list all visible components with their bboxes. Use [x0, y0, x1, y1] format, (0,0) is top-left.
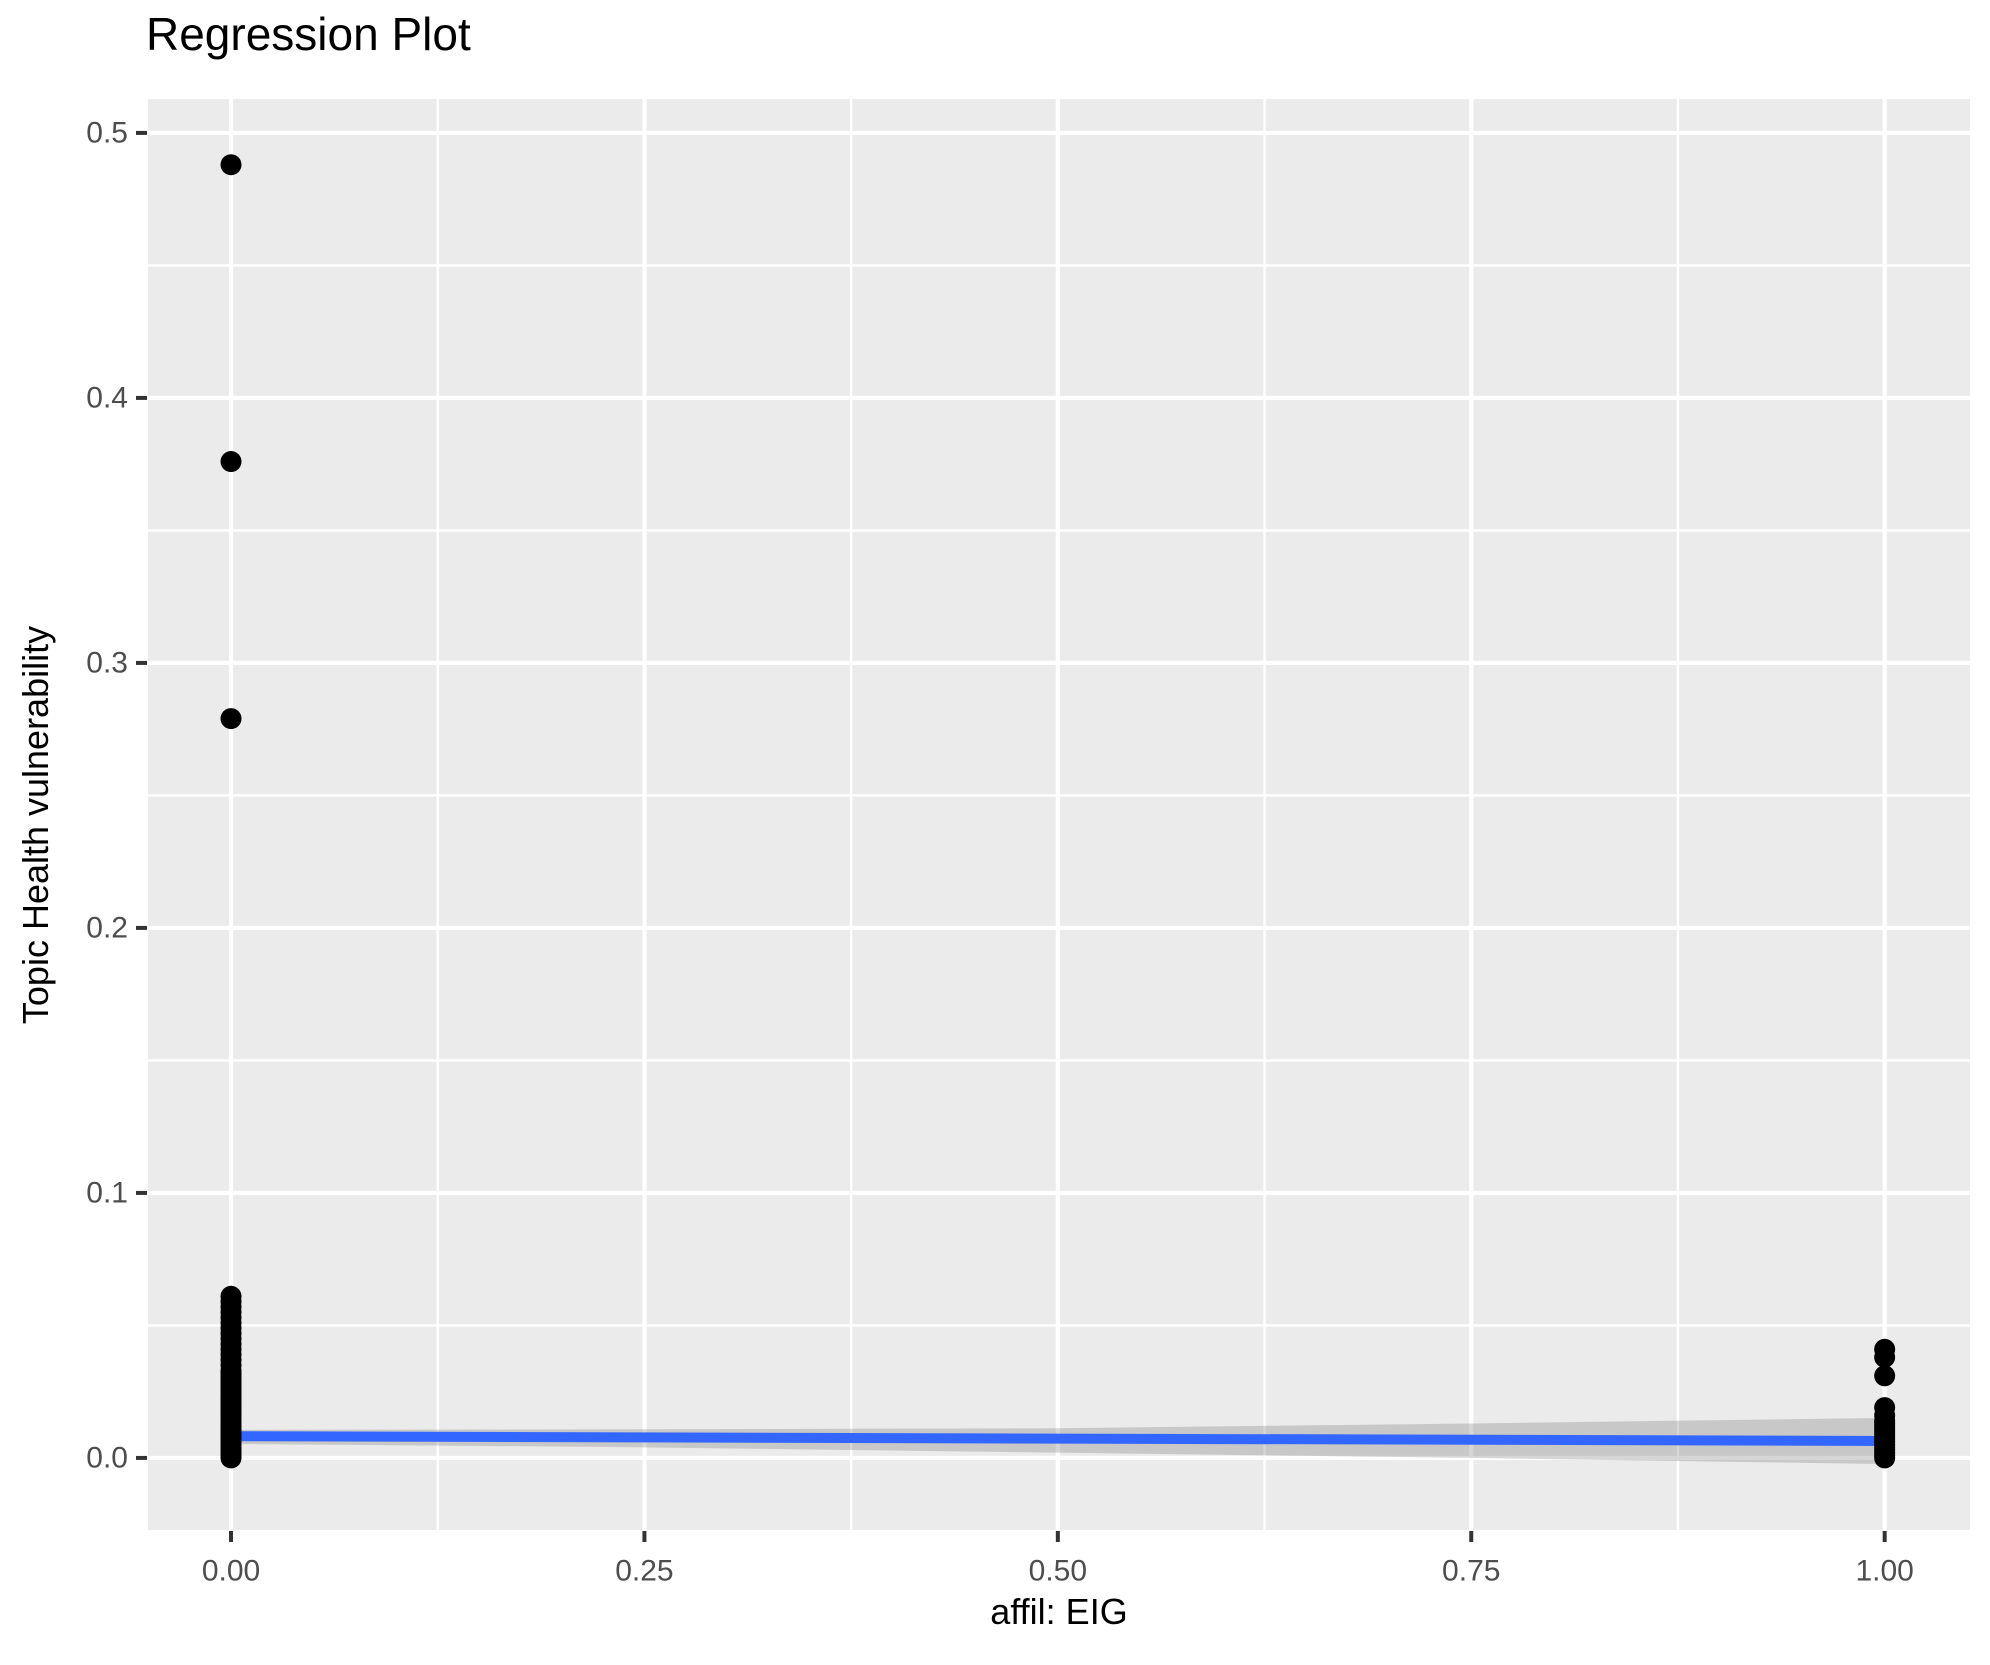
x-tick-label: 1.00 — [1855, 1555, 1913, 1588]
y-axis-title: Topic Health vulnerability — [15, 625, 56, 1025]
y-tick-label: 0.1 — [86, 1176, 128, 1209]
data-point — [1874, 1338, 1896, 1360]
data-point — [220, 708, 242, 730]
x-tick-label: 0.50 — [1029, 1555, 1087, 1588]
plot-title: Regression Plot — [146, 8, 471, 60]
y-tick-label: 0.5 — [86, 116, 128, 149]
data-point — [220, 451, 242, 473]
data-point — [220, 1285, 242, 1307]
y-tick-label: 0.0 — [86, 1441, 128, 1474]
x-tick-label: 0.25 — [615, 1555, 673, 1588]
x-tick-label: 0.00 — [202, 1555, 260, 1588]
y-tick-label: 0.2 — [86, 911, 128, 944]
data-point — [1874, 1365, 1896, 1387]
regression-line — [230, 1431, 1885, 1446]
x-axis-title: affil: EIG — [990, 1591, 1128, 1632]
y-tick-label: 0.3 — [86, 646, 128, 679]
x-tick-label: 0.75 — [1442, 1555, 1500, 1588]
y-tick-label: 0.4 — [86, 381, 128, 414]
data-point — [1874, 1397, 1896, 1419]
data-point — [220, 154, 242, 176]
